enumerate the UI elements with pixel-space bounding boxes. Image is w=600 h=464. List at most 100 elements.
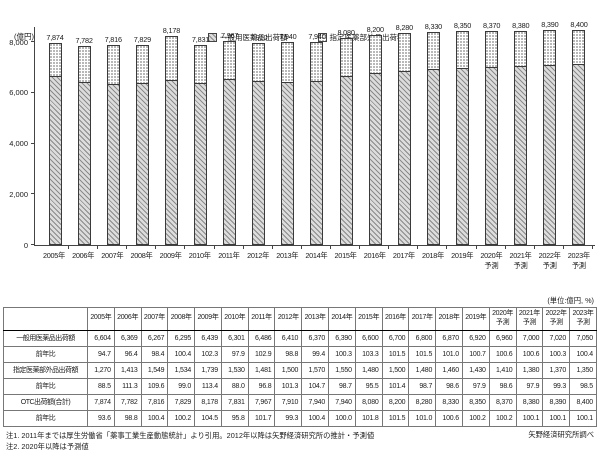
- value-cell: 104.5: [194, 409, 222, 427]
- value-cell: 6,800: [408, 329, 437, 347]
- value-cell: 100.6: [488, 345, 517, 363]
- value-cell: 6,370: [301, 329, 330, 347]
- bar-segment-quasi-drugs: [107, 45, 119, 86]
- bar-group: 7,967: [217, 27, 244, 249]
- value-cell: 1,410: [488, 361, 517, 379]
- stacked-bar: [164, 35, 178, 245]
- value-cell: 99.3: [542, 377, 571, 395]
- value-cell: 1,739: [194, 361, 222, 379]
- row-label-cell: 一般用医薬品出荷額: [3, 329, 88, 347]
- bar-total-label: 8,390: [541, 20, 559, 30]
- x-axis-label: 2010年: [188, 251, 211, 260]
- value-cell: 6,390: [328, 329, 356, 347]
- value-cell: 100.1: [542, 409, 571, 427]
- value-cell: 1,500: [381, 361, 410, 379]
- bar-segment-quasi-drugs: [195, 45, 207, 85]
- x-axis-label: 2015年: [334, 251, 357, 260]
- table-header-cell: 2011年: [247, 307, 276, 331]
- table-row: 前年比 94.7 96.4 98.4 100.4 102.3 97.9 102.9 98.8 99…: [3, 345, 597, 363]
- bar-total-label: 8,280: [395, 23, 413, 33]
- value-cell: 101.5: [381, 409, 410, 427]
- value-cell: 8,370: [488, 393, 517, 411]
- y-axis-title: (億円): [14, 32, 34, 41]
- value-cell: 1,480: [408, 361, 437, 379]
- bar-segment-quasi-drugs: [544, 31, 556, 67]
- value-cell: 101.0: [408, 409, 437, 427]
- table-header-cell: 2006年: [113, 307, 142, 331]
- value-cell: 88.5: [87, 377, 115, 395]
- y-tickmark: [31, 142, 35, 144]
- x-axis-label: 2016年: [363, 251, 386, 260]
- value-cell: 100.4: [140, 409, 169, 427]
- value-cell: 8,280: [408, 393, 437, 411]
- x-axis-label: 2018年: [422, 251, 445, 260]
- stacked-bar: [281, 41, 295, 245]
- bar-group: 7,782: [71, 27, 99, 249]
- value-cell: 102.3: [194, 345, 222, 363]
- x-axis-label: 2011年: [218, 251, 240, 260]
- bar-segment-general-drugs: [78, 82, 90, 244]
- value-cell: 7,874: [87, 393, 115, 411]
- table-header-cell: 2018年: [435, 307, 463, 331]
- value-cell: 102.9: [247, 345, 276, 363]
- bar-segment-general-drugs: [369, 74, 381, 244]
- value-cell: 100.7: [461, 345, 490, 363]
- value-cell: 100.1: [569, 409, 597, 427]
- value-cell: 100.4: [569, 345, 597, 363]
- value-cell: 104.7: [301, 377, 330, 395]
- value-cell: 88.0: [220, 377, 249, 395]
- value-cell: 94.7: [87, 345, 115, 363]
- bar-group: 8,330: [420, 22, 448, 249]
- value-cell: 96.8: [247, 377, 276, 395]
- value-cell: 6,301: [220, 329, 249, 347]
- bar-group: 7,831: [188, 27, 215, 249]
- value-cell: 7,050: [569, 329, 597, 347]
- bar-segment-general-drugs: [224, 79, 236, 244]
- value-cell: 1,570: [301, 361, 330, 379]
- value-cell: 7,967: [247, 393, 276, 411]
- value-cell: 100.0: [328, 409, 356, 427]
- x-axis-label: 2013年: [276, 251, 299, 260]
- hatch-swatch-icon: [208, 33, 217, 42]
- chart-section: (億円) 一般用医薬品出荷額 指定医薬部外品出荷額 0 2,000 4,000 6,0…: [0, 20, 600, 295]
- value-cell: 6,870: [435, 329, 463, 347]
- value-cell: 101.3: [274, 377, 303, 395]
- table-header-cell: 2013年: [301, 307, 330, 331]
- bar-total-label: 7,940: [308, 31, 326, 41]
- bar-segment-general-drugs: [282, 82, 294, 244]
- bar-total-label: 8,350: [453, 21, 472, 31]
- value-cell: 7,829: [167, 393, 196, 411]
- bar-segment-quasi-drugs: [78, 46, 90, 83]
- table-header-cell: 2021年 予測: [515, 307, 544, 331]
- x-axis-label: 2019年: [451, 251, 474, 260]
- stacked-bar: [48, 43, 62, 245]
- value-cell: 98.7: [328, 377, 356, 395]
- stacked-bar: [543, 30, 557, 245]
- bar-segment-quasi-drugs: [457, 32, 469, 69]
- value-cell: 95.5: [354, 377, 383, 395]
- bar-total-label: 7,829: [133, 34, 151, 44]
- y-tickmark: [31, 193, 35, 195]
- value-cell: 1,500: [274, 361, 303, 379]
- stacked-bar: [223, 41, 237, 245]
- bar-segment-quasi-drugs: [486, 31, 498, 68]
- stacked-bar: [456, 31, 470, 245]
- bar-segment-general-drugs: [107, 85, 119, 244]
- value-cell: 8,330: [435, 393, 463, 411]
- data-table: 2005年 2006年 2007年 2008年 2009年 2010年 2011年 2012年…: [3, 307, 597, 427]
- row-label-cell: 前年比: [3, 409, 88, 427]
- bar-segment-quasi-drugs: [427, 32, 439, 70]
- value-cell: 97.9: [461, 377, 490, 395]
- value-cell: 1,480: [354, 361, 383, 379]
- value-cell: 93.6: [87, 409, 115, 427]
- value-cell: 8,400: [569, 393, 597, 411]
- bar-total-label: 7,967: [221, 31, 239, 41]
- footer: 注1. 2011年までは厚生労働省「薬事工業生産動態統計」より引用。2012年以…: [0, 427, 600, 453]
- value-cell: 1,350: [569, 361, 597, 379]
- y-tickmark: [31, 91, 35, 93]
- value-cell: 7,831: [220, 393, 249, 411]
- value-cell: 100.3: [328, 345, 356, 363]
- legend-item-general-drugs: 一般用医薬品出荷額: [208, 32, 288, 43]
- bar-segment-general-drugs: [515, 66, 527, 244]
- bar-group: 7,874: [42, 27, 69, 249]
